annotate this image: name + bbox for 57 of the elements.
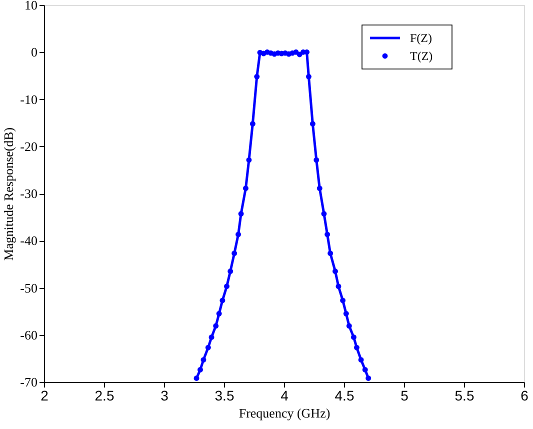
y-tick-label: -10 — [20, 92, 38, 107]
x-tick-label: 4.5 — [334, 388, 354, 404]
point — [362, 367, 368, 372]
x-tick-label: 5 — [400, 388, 409, 404]
y-tick-label: -40 — [20, 233, 38, 248]
y-tick-label: -70 — [20, 374, 38, 390]
point — [228, 268, 234, 274]
legend-label: T(Z) — [410, 49, 433, 63]
point — [358, 357, 364, 363]
x-tick-label: 2.5 — [94, 388, 114, 404]
x-tick-label: 3 — [160, 388, 169, 404]
point — [246, 157, 252, 163]
point — [304, 49, 310, 55]
point — [250, 121, 256, 126]
x-tick-label: 5.5 — [454, 388, 474, 404]
point — [220, 298, 226, 304]
y-tick-label: -30 — [20, 186, 38, 201]
point — [336, 284, 342, 290]
point — [216, 310, 222, 316]
y-tick-label: 0 — [31, 44, 38, 60]
point — [198, 367, 203, 372]
point — [232, 250, 238, 256]
point — [213, 323, 219, 329]
point — [314, 157, 320, 163]
y-axis-title: Magnitude Response(dB) — [1, 127, 16, 261]
y-tick-label: -20 — [20, 138, 38, 154]
point — [194, 375, 200, 381]
y-tick-label: 10 — [24, 0, 38, 12]
point — [332, 268, 338, 274]
point — [316, 186, 322, 192]
point — [200, 357, 206, 363]
point — [346, 323, 352, 329]
x-axis-title: Frequency (GHz) — [238, 406, 330, 420]
point — [306, 74, 312, 80]
point — [340, 298, 346, 304]
x-tick-label: 2 — [40, 388, 49, 404]
point — [324, 232, 330, 238]
point — [242, 186, 248, 192]
point — [350, 334, 356, 340]
x-tick-label: 4 — [280, 388, 289, 404]
point — [343, 310, 349, 316]
x-tick-label: 6 — [520, 388, 529, 404]
point — [208, 334, 214, 340]
point — [321, 211, 327, 216]
x-tick-label: 3.5 — [214, 388, 234, 404]
y-tick-label: -60 — [20, 327, 38, 342]
point — [310, 121, 316, 126]
point — [205, 344, 211, 350]
legend-label: F(Z) — [410, 31, 432, 45]
point — [354, 344, 360, 350]
y-tick-label: -50 — [20, 280, 38, 296]
point — [366, 375, 372, 381]
point — [328, 250, 334, 256]
point — [236, 232, 242, 238]
point — [254, 74, 260, 80]
point — [224, 284, 230, 290]
point — [238, 211, 244, 216]
